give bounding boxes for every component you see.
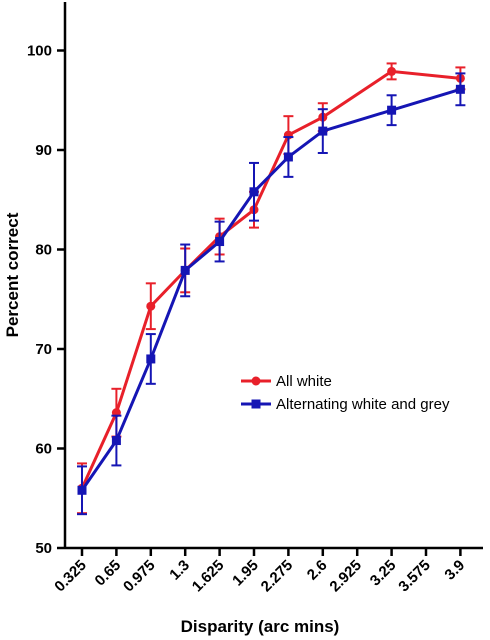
legend-swatch-marker: [251, 376, 261, 386]
data-point: [283, 152, 293, 162]
data-point: [318, 126, 328, 136]
y-tick-label: 70: [35, 341, 52, 358]
data-point: [387, 66, 397, 76]
x-tick-label: 1.625: [189, 557, 228, 596]
x-tick-label: 2.925: [326, 557, 365, 596]
y-tick-label: 90: [35, 142, 52, 159]
legend-label: Alternating white and grey: [276, 396, 450, 413]
x-tick-label: 1.95: [229, 557, 262, 590]
series-line: [80, 87, 461, 492]
data-point: [249, 187, 259, 197]
data-point: [387, 105, 397, 115]
x-tick-label: 2.6: [304, 557, 331, 584]
x-tick-label: 1.3: [166, 557, 193, 584]
y-tick-label: 80: [35, 242, 52, 259]
y-tick-label: 100: [27, 43, 52, 60]
x-tick-label: 0.65: [92, 557, 125, 590]
series-layer: [77, 62, 466, 516]
y-axis-title: Percent correct: [3, 212, 22, 337]
legend-label: All white: [276, 373, 332, 390]
legend: All white Alternating white and grey: [241, 373, 450, 413]
x-tick-label: 3.25: [367, 557, 400, 590]
data-point: [180, 265, 190, 275]
series-1: [77, 62, 466, 515]
data-point: [146, 301, 156, 311]
x-ticks: 0.325 0.650.975 1.31.625 1.952.275 2.62.925 3…: [51, 548, 468, 595]
x-tick-label: 0.975: [120, 557, 159, 596]
data-point: [77, 485, 87, 495]
x-tick-label: 3.9: [441, 557, 468, 584]
x-tick-label: 3.575: [395, 557, 434, 596]
series-2: [77, 72, 466, 516]
series-line: [80, 69, 461, 489]
data-point: [455, 84, 465, 94]
y-ticks: 50 60 70 80 90 100: [27, 43, 65, 557]
y-tick-label: 50: [35, 540, 52, 557]
x-tick-label: 2.275: [258, 557, 297, 596]
data-point: [215, 237, 225, 247]
data-point: [146, 354, 156, 364]
y-tick-label: 60: [35, 441, 52, 458]
x-tick-label: 0.325: [51, 557, 90, 596]
data-point: [111, 436, 121, 446]
x-axis-title: Disparity (arc mins): [181, 617, 340, 636]
legend-swatch-marker: [251, 399, 261, 409]
